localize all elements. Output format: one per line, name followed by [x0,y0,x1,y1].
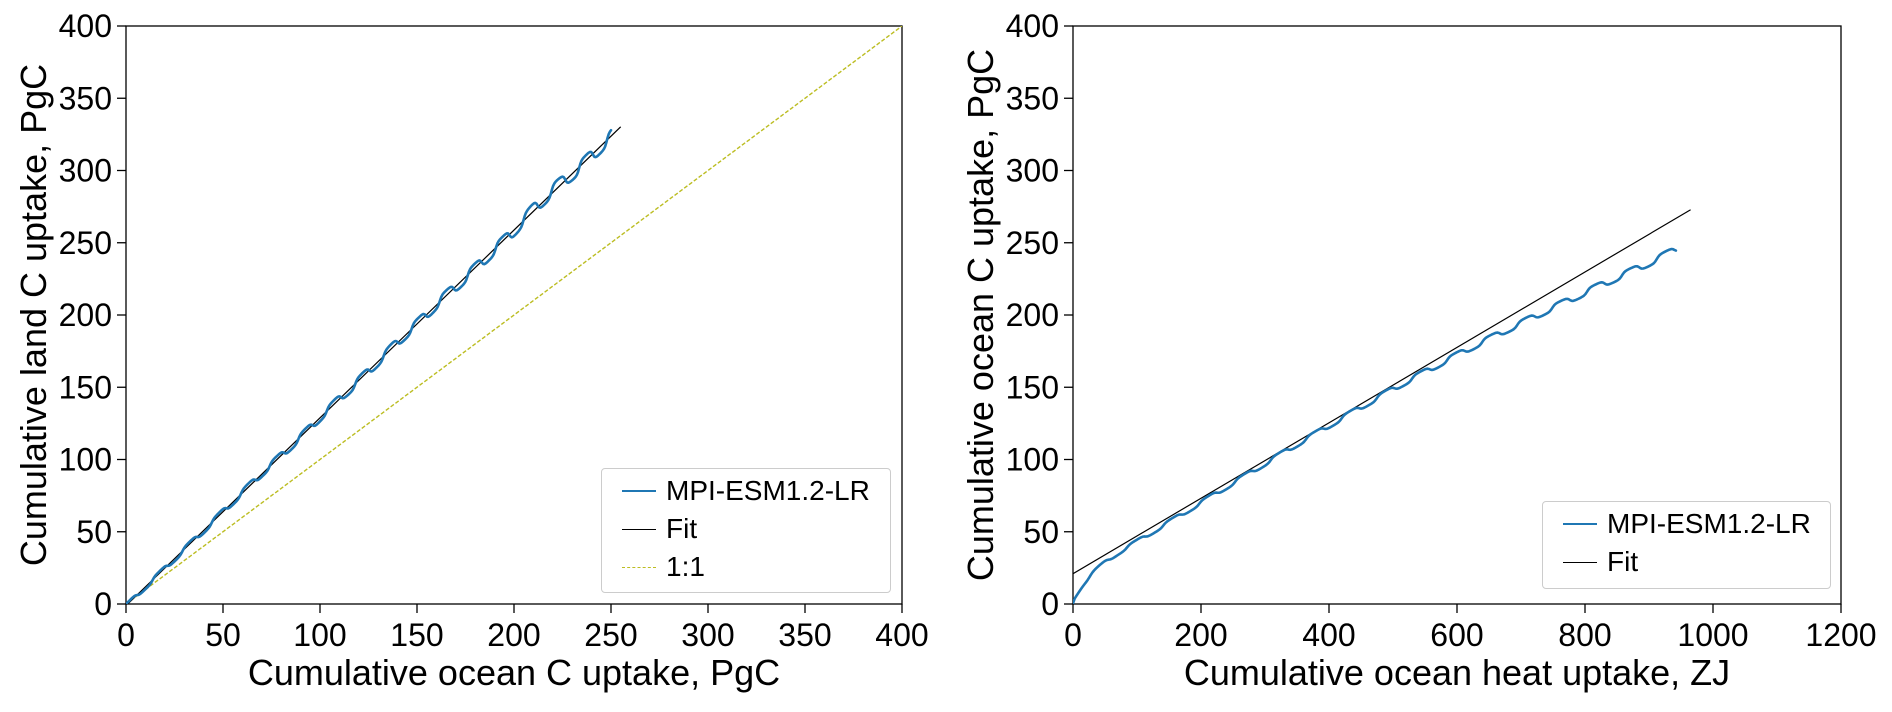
svg-text:0: 0 [1064,617,1082,653]
svg-text:200: 200 [1174,617,1227,653]
svg-text:800: 800 [1558,617,1611,653]
svg-text:1000: 1000 [1677,617,1748,653]
svg-text:400: 400 [59,8,112,44]
svg-text:400: 400 [1302,617,1355,653]
svg-text:600: 600 [1430,617,1483,653]
svg-text:200: 200 [487,617,540,653]
svg-text:150: 150 [1006,369,1059,405]
svg-text:400: 400 [1006,8,1059,44]
svg-text:150: 150 [390,617,443,653]
svg-text:350: 350 [1006,80,1059,116]
svg-text:50: 50 [1023,514,1059,550]
svg-text:300: 300 [59,153,112,189]
svg-text:0: 0 [1041,586,1059,622]
svg-text:100: 100 [59,442,112,478]
svg-text:250: 250 [584,617,637,653]
svg-text:250: 250 [1006,225,1059,261]
svg-text:100: 100 [293,617,346,653]
svg-text:400: 400 [875,617,928,653]
svg-text:300: 300 [681,617,734,653]
svg-text:300: 300 [1006,153,1059,189]
svg-text:200: 200 [1006,297,1059,333]
svg-text:350: 350 [59,80,112,116]
svg-text:250: 250 [59,225,112,261]
svg-text:0: 0 [94,586,112,622]
svg-text:0: 0 [117,617,135,653]
svg-text:50: 50 [76,514,112,550]
svg-text:50: 50 [205,617,241,653]
svg-text:150: 150 [59,369,112,405]
svg-text:350: 350 [778,617,831,653]
svg-text:1200: 1200 [1805,617,1876,653]
svg-text:200: 200 [59,297,112,333]
svg-text:100: 100 [1006,442,1059,478]
